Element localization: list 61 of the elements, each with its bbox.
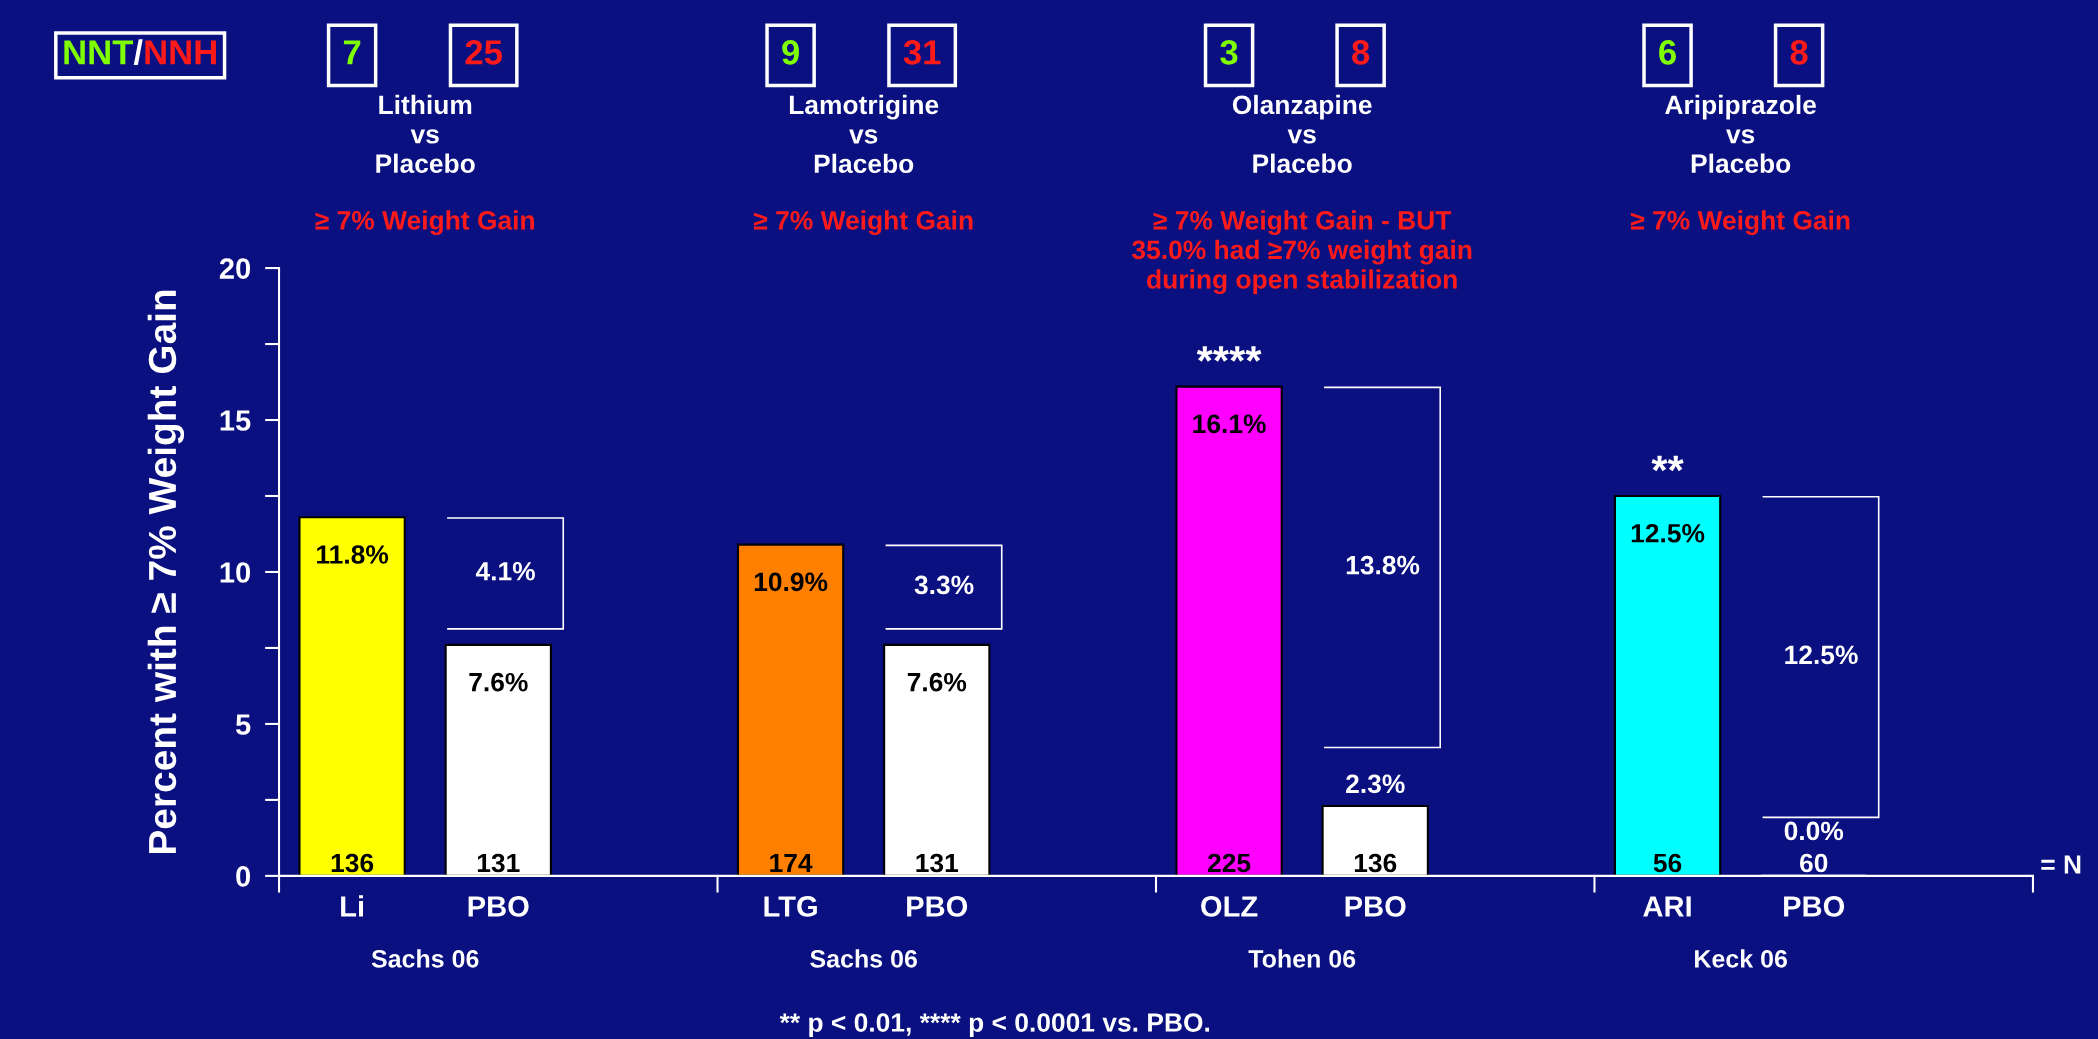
y-tick-label: 0 bbox=[236, 866, 251, 887]
text: NNH bbox=[145, 40, 216, 65]
x-tick-label: LTG bbox=[764, 896, 817, 917]
text: Keck 06 bbox=[1695, 949, 1787, 968]
annotation: 12.5% bbox=[1785, 645, 1858, 665]
text: Olanzapine vs Placebo bbox=[1232, 94, 1372, 173]
annotation: ≥ 7% Weight Gain - BUT 35.0% had ≥7% weight gain during open stabilization bbox=[1132, 210, 1472, 295]
annotation: 56 bbox=[1653, 853, 1682, 873]
text: 8 bbox=[1790, 40, 1808, 65]
text: 6 bbox=[1659, 40, 1676, 65]
data-label: 11.8% bbox=[317, 545, 389, 564]
text: Lamotrigine vs Placebo bbox=[789, 94, 939, 174]
data-label: 10.9% bbox=[754, 572, 828, 592]
annotation: 131 bbox=[916, 853, 959, 873]
text: 25 bbox=[465, 40, 502, 65]
data-label: 2.3% bbox=[1346, 774, 1405, 794]
text: 8 bbox=[1352, 40, 1370, 65]
data-label: 12.5% bbox=[1631, 523, 1705, 543]
text: 3 bbox=[1220, 40, 1238, 65]
text: ≥ 7% Weight Gain bbox=[1630, 210, 1850, 236]
annotation: **** bbox=[1196, 346, 1262, 362]
text: Tohen 06 bbox=[1248, 949, 1356, 968]
annotation: 3.3% bbox=[914, 575, 974, 595]
text: ≥ 7% Weight Gain bbox=[315, 210, 534, 236]
y-tick-label: 5 bbox=[235, 714, 251, 735]
data-label: 7.6% bbox=[907, 672, 967, 692]
y-axis-title: Percent with ≥ 7% Weight Gain bbox=[147, 290, 185, 854]
text: NNT bbox=[64, 40, 134, 65]
annotation: ** bbox=[1651, 455, 1684, 472]
text: ** p < 0.01, **** p < 0.0001 vs. PBO. bbox=[779, 1013, 1210, 1038]
data-label: 7.6% bbox=[469, 672, 528, 692]
annotation: 131 bbox=[477, 853, 520, 873]
data-label: 0.0% bbox=[1784, 821, 1844, 841]
data-label: 16.1% bbox=[1193, 414, 1266, 434]
text: 9 bbox=[782, 40, 799, 65]
x-tick-label: PBO bbox=[468, 896, 529, 917]
text: 7 bbox=[343, 40, 361, 65]
annotation: 136 bbox=[1354, 853, 1397, 873]
x-tick-label: PBO bbox=[907, 896, 968, 917]
annotation: 60 bbox=[1800, 853, 1828, 873]
y-tick-label: 15 bbox=[220, 410, 251, 431]
text: Lithium vs Placebo bbox=[376, 94, 475, 173]
text: Sachs 06 bbox=[810, 949, 917, 968]
text: / bbox=[133, 39, 143, 65]
y-tick-label: 20 bbox=[219, 258, 251, 279]
text: = N bbox=[2041, 855, 2081, 874]
x-tick-label: Li bbox=[341, 895, 364, 917]
x-tick-label: PBO bbox=[1345, 896, 1406, 917]
text: Aripiprazole vs Placebo bbox=[1665, 94, 1816, 173]
text: 31 bbox=[903, 40, 941, 65]
x-tick-label: OLZ bbox=[1201, 896, 1258, 917]
annotation: 4.1% bbox=[475, 561, 535, 581]
x-tick-label: PBO bbox=[1784, 896, 1845, 917]
text: ≥ 7% Weight Gain bbox=[753, 210, 973, 236]
annotation: 13.8% bbox=[1346, 555, 1420, 575]
annotation: 136 bbox=[331, 853, 374, 873]
annotation: 174 bbox=[770, 853, 813, 873]
y-tick-label: 10 bbox=[220, 562, 251, 583]
x-tick-label: ARI bbox=[1643, 896, 1691, 917]
text: Sachs 06 bbox=[371, 949, 479, 968]
annotation: 225 bbox=[1207, 853, 1251, 873]
